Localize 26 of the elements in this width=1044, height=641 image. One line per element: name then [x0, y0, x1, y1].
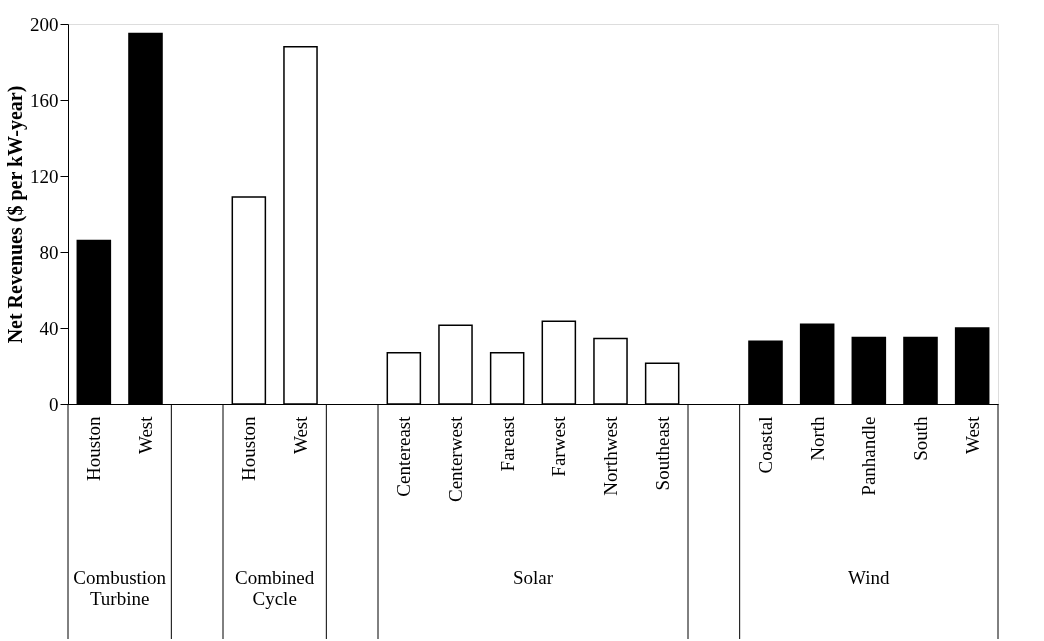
x-tick-label: West	[290, 415, 311, 455]
x-tick-label: Houston	[238, 416, 260, 481]
x-tick-label: Houston	[83, 416, 105, 481]
x-tick-label: West	[961, 415, 983, 455]
y-tick-label: 80	[39, 241, 59, 263]
x-tick-label: South	[910, 416, 931, 461]
text: Combustion Turbine	[73, 567, 167, 609]
y-tick-label: 40	[39, 317, 59, 339]
x-tick-label: Farwest	[548, 415, 570, 477]
y-tick-label: 200	[30, 13, 59, 35]
text: Solar	[512, 567, 554, 588]
x-tick-label: Northwest	[600, 415, 621, 496]
text: Combined Cycle	[235, 567, 315, 609]
x-tick-label: Fareast	[496, 415, 518, 472]
x-tick-label: Panhandle	[858, 416, 880, 496]
x-tick-label: Centerwest	[445, 415, 466, 502]
x-tick-label: West	[135, 415, 156, 455]
x-tick-label: Centereast	[393, 415, 415, 497]
x-tick-label: Coastal	[755, 416, 776, 474]
y-tick-label: 0	[49, 393, 59, 415]
x-tick-label: North	[806, 416, 828, 461]
y-axis-title: Net Revenues ($ per kW-year)	[4, 85, 27, 344]
y-tick-label: 160	[30, 89, 59, 111]
x-tick-label: Southeast	[651, 415, 673, 491]
y-tick-label: 120	[30, 165, 59, 187]
text: Wind	[848, 567, 891, 588]
